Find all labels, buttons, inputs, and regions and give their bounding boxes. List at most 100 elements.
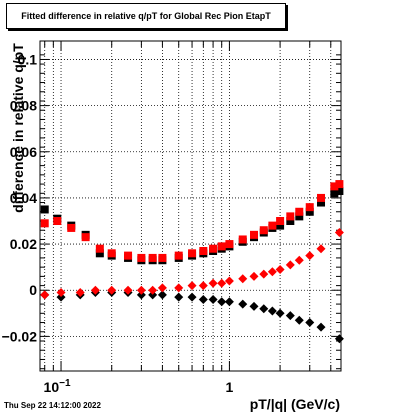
x-tick-label: 1 <box>226 379 234 395</box>
axes <box>39 40 342 372</box>
series-1-point <box>67 223 76 232</box>
series-2-point <box>316 322 326 332</box>
series-3-point <box>305 251 315 261</box>
series-3-point <box>90 285 100 295</box>
series-3-point <box>208 278 218 288</box>
series-2-point <box>294 315 304 325</box>
series-2-point <box>334 334 344 344</box>
series-2-point <box>275 308 285 318</box>
series-3-point <box>198 281 208 291</box>
y-tick-label: 0.1 <box>18 51 38 67</box>
series-3-point <box>40 290 50 300</box>
series-2-point <box>56 292 66 302</box>
series-0-point <box>276 221 285 230</box>
series-2-point <box>305 318 315 328</box>
series-1-point <box>335 180 344 189</box>
y-tick-label: 0.04 <box>10 190 37 206</box>
series-0-point <box>305 207 314 216</box>
y-tick-label: 0.02 <box>10 236 37 252</box>
series-2-point <box>249 301 259 311</box>
series-3-point <box>157 283 167 293</box>
series-3-point <box>136 285 146 295</box>
series-2-point <box>136 290 146 300</box>
series-1-point <box>250 230 259 239</box>
series-3-point <box>267 267 277 277</box>
series-2-point <box>198 294 208 304</box>
series-1-point <box>225 240 234 249</box>
series-1-point <box>259 226 268 235</box>
series-1-point <box>276 217 285 225</box>
tick-marks <box>40 41 341 371</box>
chart-title: Fitted difference in relative q/pT for G… <box>6 3 286 29</box>
plot-frame <box>39 40 342 372</box>
date-stamp: Thu Sep 22 14:12:00 2022 <box>4 401 101 410</box>
series-0-point <box>286 217 295 225</box>
series-0-point <box>40 205 49 214</box>
series-3-point <box>316 244 326 254</box>
series-1-point <box>305 203 314 212</box>
series-3-point <box>224 276 234 286</box>
series-1-point <box>330 182 339 191</box>
series-0-point <box>335 187 344 195</box>
series-2-point <box>224 297 234 307</box>
series-2-point <box>238 299 248 309</box>
series-1-point <box>317 193 326 202</box>
series-2-point <box>208 294 218 304</box>
series-3-point <box>275 264 285 274</box>
series-0-point <box>295 212 304 221</box>
series-3-point <box>285 260 295 270</box>
series-3-point <box>174 283 184 293</box>
series-1-point <box>295 207 304 216</box>
series-3-point <box>217 278 227 288</box>
series-3-point <box>249 271 259 281</box>
series-1-point <box>95 244 104 253</box>
series-1-point <box>209 244 218 253</box>
data-markers <box>40 180 344 344</box>
series-0-point <box>95 249 104 258</box>
grid-lines <box>40 41 341 371</box>
series-1-point <box>148 253 157 262</box>
series-0-point <box>317 198 326 207</box>
series-1-point <box>124 251 133 260</box>
series-3-point <box>75 288 85 298</box>
series-1-point <box>40 219 49 228</box>
series-3-point <box>148 285 158 295</box>
series-1-point <box>286 212 295 221</box>
series-1-point <box>188 249 197 258</box>
series-3-point <box>334 228 344 238</box>
series-2-point <box>285 311 295 321</box>
series-3-point <box>294 255 304 265</box>
y-tick-label: 0.06 <box>10 144 37 160</box>
series-2-point <box>259 304 269 314</box>
x-tick-label: 10−1 <box>44 378 71 395</box>
series-1-point <box>268 221 277 230</box>
y-tick-label: −0.02 <box>2 328 38 344</box>
series-1-point <box>137 253 146 262</box>
series-0-point <box>330 189 339 198</box>
tick-labels: −0.02 0 0.02 0.04 0.06 0.08 0.1 10−1 1 <box>2 51 234 395</box>
y-tick-label: 0 <box>29 282 37 298</box>
series-2-point <box>174 292 184 302</box>
y-axis-label: difference in relative q/pT <box>10 43 26 213</box>
series-3-point <box>259 269 269 279</box>
series-1-point <box>158 253 167 262</box>
series-1-point <box>81 233 90 242</box>
series-1-point <box>238 235 247 244</box>
series-2-point <box>187 292 197 302</box>
series-1-point <box>217 242 226 251</box>
series-2-point <box>217 297 227 307</box>
series-1-point <box>107 249 116 258</box>
series-2-point <box>157 290 167 300</box>
series-3-point <box>107 285 117 295</box>
series-2-point <box>148 290 158 300</box>
series-2-point <box>267 306 277 316</box>
series-1-point <box>199 247 208 255</box>
series-3-point <box>187 281 197 291</box>
series-3-point <box>56 288 66 298</box>
series-1-point <box>174 251 183 260</box>
y-tick-label: 0.08 <box>10 98 37 114</box>
series-1-point <box>53 217 62 225</box>
series-3-point <box>238 274 248 284</box>
series-3-point <box>123 285 133 295</box>
